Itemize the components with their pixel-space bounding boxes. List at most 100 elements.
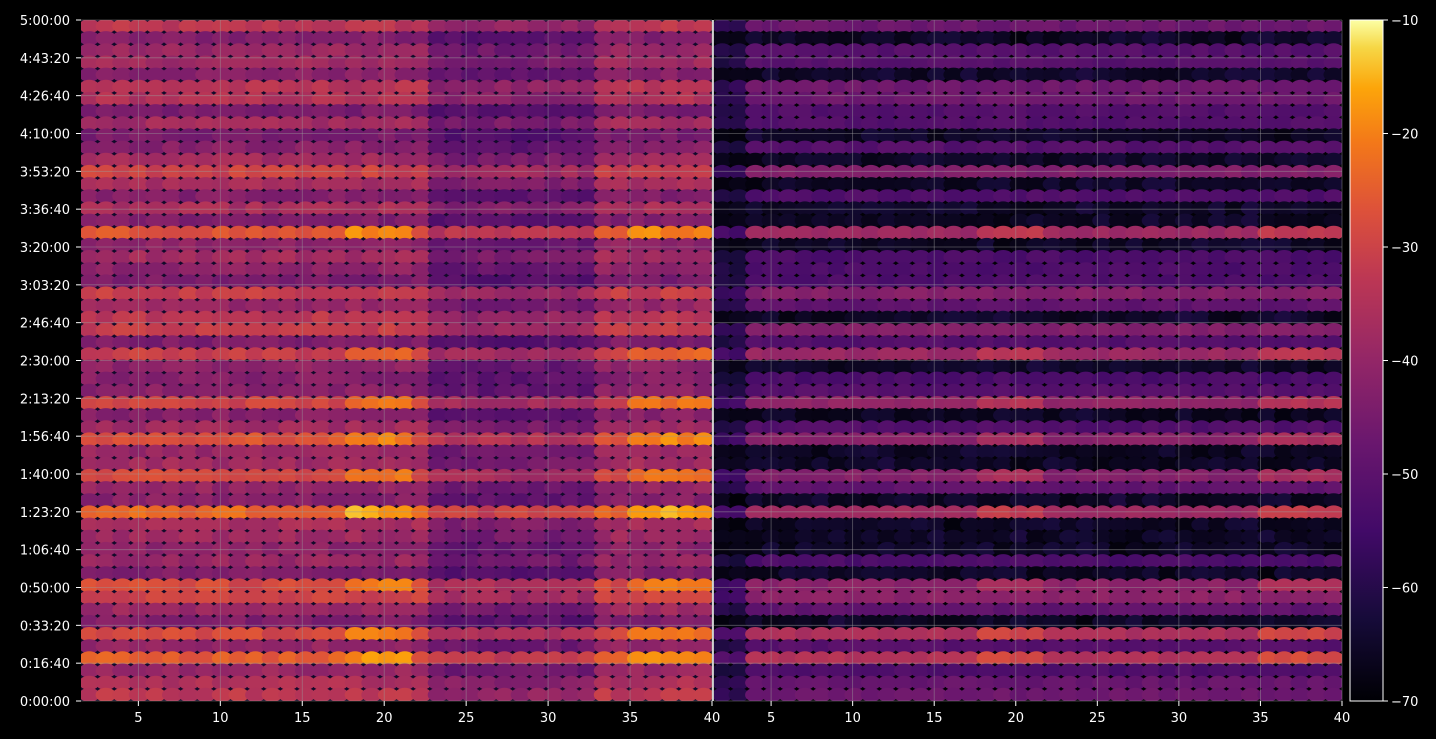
heatmap-cell — [1307, 31, 1328, 46]
heatmap-cell — [811, 675, 832, 690]
heatmap-cell — [960, 55, 981, 70]
heatmap-cell — [877, 541, 898, 557]
heatmap-cell — [145, 493, 166, 508]
heatmap-cell — [328, 590, 349, 605]
heatmap-cell — [1075, 104, 1097, 119]
heatmap-cell — [827, 20, 849, 34]
heatmap-cell — [627, 651, 648, 666]
heatmap-cell — [1274, 359, 1295, 374]
heatmap-cell — [943, 602, 964, 617]
heatmap-cell — [1141, 602, 1163, 617]
heatmap-cell — [643, 298, 665, 313]
heatmap-cell — [261, 566, 283, 581]
heatmap-cell — [610, 578, 631, 593]
heatmap-cell — [926, 262, 948, 277]
heatmap-cell — [1042, 286, 1064, 301]
heatmap-cell — [1323, 104, 1342, 119]
heatmap-cell — [494, 602, 515, 617]
heatmap-cell — [1240, 347, 1262, 362]
heatmap-cell — [527, 651, 548, 666]
heatmap-cell — [128, 43, 150, 58]
heatmap-cell — [1290, 541, 1311, 557]
heatmap-cell — [660, 262, 681, 277]
heatmap-cell — [328, 396, 349, 411]
heatmap-cell — [128, 456, 150, 471]
heatmap-cell — [844, 20, 865, 34]
heatmap-cell — [778, 517, 799, 532]
heatmap-cell — [544, 493, 565, 508]
heatmap-cell — [145, 189, 166, 204]
heatmap-cell — [778, 225, 799, 240]
heatmap-cell — [112, 408, 133, 423]
heatmap-cell — [860, 541, 882, 557]
heatmap-cell — [544, 639, 565, 654]
heatmap-cell — [145, 164, 166, 180]
heatmap-cell — [328, 371, 349, 386]
heatmap-cell — [178, 128, 200, 143]
heatmap-cell — [1191, 602, 1212, 617]
heatmap-cell — [910, 481, 931, 496]
heatmap-cell — [960, 298, 981, 313]
heatmap-cell — [544, 541, 565, 557]
heatmap-cell — [477, 371, 499, 386]
heatmap-cell — [728, 481, 749, 496]
heatmap-cell — [444, 602, 465, 617]
heatmap-cell — [893, 79, 915, 94]
heatmap-cell — [1042, 250, 1064, 265]
heatmap-cell — [943, 67, 964, 82]
heatmap-cell — [610, 201, 631, 216]
heatmap-cell — [361, 444, 382, 459]
heatmap-cell — [926, 371, 948, 386]
heatmap-cell — [943, 164, 964, 180]
heatmap-cell — [728, 189, 749, 204]
heatmap-cell — [162, 468, 183, 484]
heatmap-cell — [228, 140, 250, 155]
heatmap-cell — [328, 152, 349, 167]
heatmap-cell — [1323, 298, 1342, 313]
heatmap-cell — [560, 55, 582, 70]
heatmap-cell — [778, 493, 799, 508]
heatmap-cell — [95, 140, 117, 155]
heatmap-cell — [860, 201, 882, 216]
heatmap-cell — [976, 651, 997, 666]
heatmap-cell — [778, 43, 799, 58]
heatmap-cell — [477, 286, 499, 301]
heatmap-cell — [926, 383, 948, 398]
heatmap-cell — [328, 31, 349, 46]
heatmap-cell — [1125, 639, 1146, 654]
heatmap-cell — [1009, 396, 1030, 411]
heatmap-cell — [643, 67, 665, 82]
heatmap-cell — [510, 566, 532, 581]
heatmap-cell — [1207, 67, 1229, 82]
heatmap-cell — [728, 347, 749, 362]
heatmap-cell — [245, 79, 266, 94]
heatmap-cell — [294, 627, 316, 642]
heatmap-cell — [827, 31, 849, 46]
heatmap-cell — [95, 590, 117, 605]
heatmap-cell — [162, 493, 183, 508]
heatmap-cell — [761, 116, 782, 131]
heatmap-cell — [1009, 566, 1030, 581]
heatmap-cell — [427, 359, 449, 374]
heatmap-cell — [1240, 554, 1262, 569]
heatmap-cell — [178, 493, 200, 508]
heatmap-cell — [344, 529, 366, 544]
heatmap-cell — [294, 55, 316, 70]
heatmap-cell — [261, 128, 283, 143]
heatmap-cell — [893, 189, 915, 204]
heatmap-cell — [560, 262, 582, 277]
heatmap-cell — [593, 140, 615, 155]
heatmap-cell — [1009, 116, 1030, 131]
heatmap-cell — [1125, 323, 1146, 338]
heatmap-cell — [211, 651, 233, 666]
heatmap-cell — [128, 371, 150, 386]
heatmap-cell — [860, 67, 882, 82]
heatmap-cell — [1290, 286, 1311, 301]
x-tick-label: 20 — [1007, 711, 1024, 726]
heatmap-cell — [1207, 578, 1229, 593]
heatmap-cell — [693, 335, 712, 350]
heatmap-cell — [794, 529, 816, 544]
heatmap-cell — [1307, 371, 1328, 386]
heatmap-cell — [1224, 237, 1245, 253]
heatmap-cell — [162, 663, 183, 678]
